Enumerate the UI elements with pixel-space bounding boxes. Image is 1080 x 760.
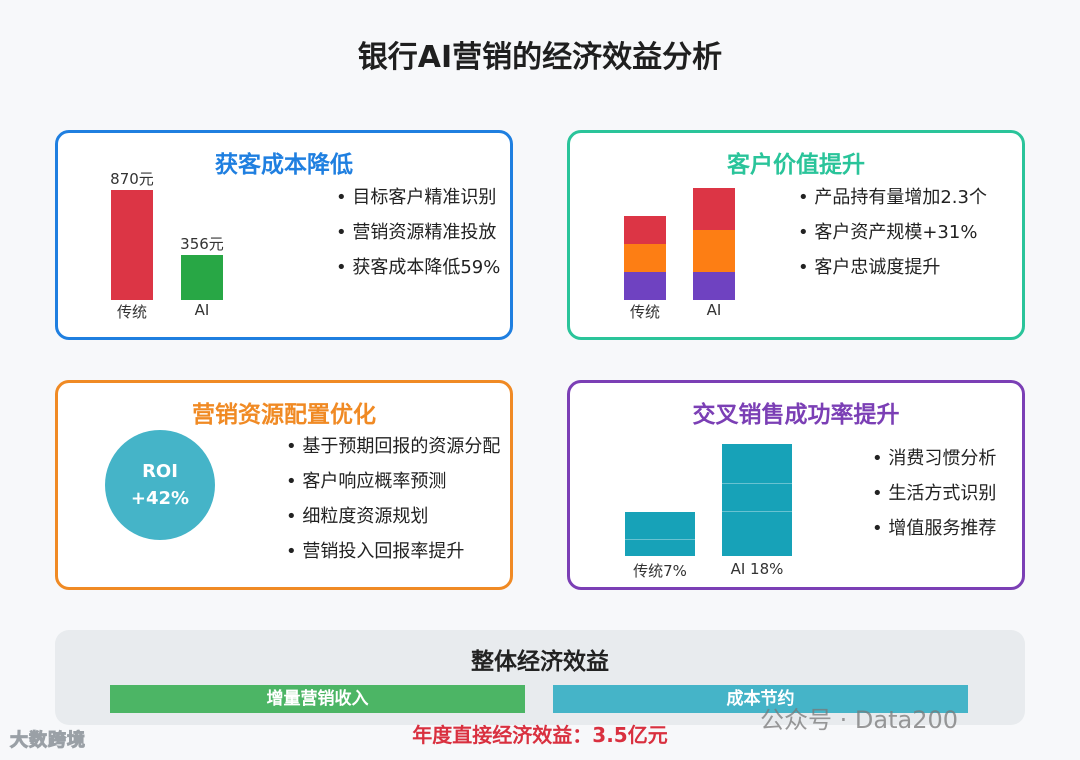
bar-segment <box>693 188 735 230</box>
bullet-item: 客户响应概率预测 <box>286 464 500 499</box>
card-cross-sell: 交叉销售成功率提升 消费习惯分析 生活方式识别 增值服务推荐 传统7% AI 18… <box>567 380 1025 590</box>
card-title: 客户价值提升 <box>727 152 865 178</box>
roi-label: ROI <box>142 461 178 482</box>
bar-divider <box>722 483 792 485</box>
bar-category-label: 传统 <box>116 303 147 321</box>
card-title: 交叉销售成功率提升 <box>692 402 900 428</box>
cost-saving-strip: 成本节约 <box>553 685 968 713</box>
bullet-list: 产品持有量增加2.3个 客户资产规模+31% 客户忠诚度提升 <box>798 180 987 285</box>
bar-category-label: 传统7% <box>633 562 687 580</box>
watermark-left: 大数跨境 <box>10 730 86 752</box>
card-acquisition-cost: 获客成本降低 目标客户精准识别 营销资源精准投放 获客成本降低59% 870元传… <box>55 130 513 340</box>
annual-benefit-text: 年度直接经济效益：3.5亿元 <box>412 723 668 747</box>
bar-category-label: AI <box>706 301 722 319</box>
incremental-revenue-strip: 增量营销收入 <box>110 685 525 713</box>
bullet-item: 生活方式识别 <box>872 476 996 511</box>
bar <box>722 444 792 556</box>
overall-benefit-panel: 整体经济效益 增量营销收入 成本节约 <box>55 630 1025 725</box>
bar <box>111 190 153 300</box>
bullet-item: 基于预期回报的资源分配 <box>286 429 500 464</box>
card-customer-value: 客户价值提升 产品持有量增加2.3个 客户资产规模+31% 客户忠诚度提升 传统… <box>567 130 1025 340</box>
card-title: 营销资源配置优化 <box>192 402 376 428</box>
bullet-item: 客户资产规模+31% <box>798 215 987 250</box>
bullet-list: 消费习惯分析 生活方式识别 增值服务推荐 <box>872 441 996 546</box>
bar-segment <box>624 244 666 272</box>
bar-segment <box>693 230 735 272</box>
bar <box>181 254 223 300</box>
bullet-item: 营销投入回报率提升 <box>286 534 500 569</box>
bullet-item: 增值服务推荐 <box>872 511 996 546</box>
roi-value: +42% <box>130 488 190 509</box>
bar <box>625 512 695 556</box>
bar-divider <box>722 511 792 513</box>
overall-title: 整体经济效益 <box>471 649 609 675</box>
roi-circle: ROI +42% <box>105 430 215 540</box>
bullet-item: 目标客户精准识别 <box>336 180 500 215</box>
bar-segment <box>624 272 666 300</box>
bullet-item: 获客成本降低59% <box>336 250 500 285</box>
bar-divider <box>625 538 695 540</box>
bullet-item: 细粒度资源规划 <box>286 499 500 534</box>
bar-value-label: 356元 <box>180 234 224 253</box>
bullet-item: 客户忠诚度提升 <box>798 250 987 285</box>
bullet-item: 产品持有量增加2.3个 <box>798 180 987 215</box>
bar-segment <box>693 272 735 300</box>
bar-category-label: AI 18% <box>730 560 784 578</box>
bar-category-label: AI <box>194 301 210 319</box>
watermark-right: 公众号 · Data200 <box>760 706 958 734</box>
bar-value-label: 870元 <box>110 170 154 188</box>
bullet-item: 营销资源精准投放 <box>336 215 500 250</box>
bar-segment <box>624 216 666 244</box>
bullet-item: 消费习惯分析 <box>872 441 996 476</box>
page-title: 银行AI营销的经济效益分析 <box>357 40 723 75</box>
bullet-list: 基于预期回报的资源分配 客户响应概率预测 细粒度资源规划 营销投入回报率提升 <box>286 429 500 569</box>
bar-category-label: 传统 <box>629 303 660 321</box>
card-title: 获客成本降低 <box>215 152 353 178</box>
bullet-list: 目标客户精准识别 营销资源精准投放 获客成本降低59% <box>336 180 500 285</box>
card-resource-allocation: 营销资源配置优化 ROI +42% 基于预期回报的资源分配 客户响应概率预测 细… <box>55 380 513 590</box>
